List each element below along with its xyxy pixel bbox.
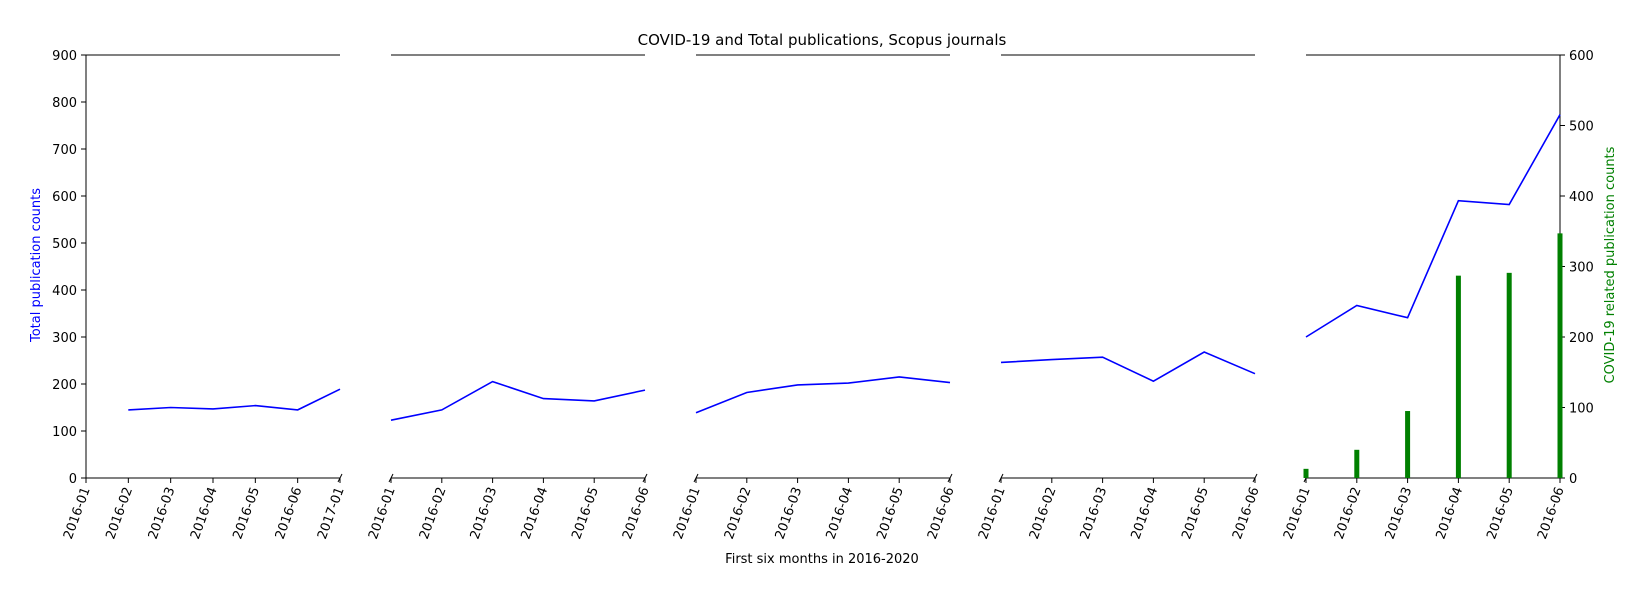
covid-bar <box>1354 449 1360 478</box>
x-tick-label: 2016-04 <box>518 485 551 541</box>
x-tick-label: 2016-04 <box>1433 485 1466 541</box>
panel-2: 2016-01 2016-02 2016-03 2016-04 2016-05 2016-… <box>366 54 653 541</box>
x-tick-label: 2016-05 <box>230 485 263 541</box>
y-axis-label-right: COVID-19 related publication counts <box>1603 146 1618 383</box>
x-tick-label: 2016-06 <box>273 485 306 541</box>
x-tick-label: 2016-06 <box>620 485 653 541</box>
panel-5: 2016-01 2016-02 2016-03 2016-04 2016-05 2016-… <box>1281 54 1568 541</box>
right-y-tick-label: 500 <box>1569 120 1594 135</box>
left-y-tick-label: 900 <box>52 49 77 64</box>
covid-bar <box>1557 233 1563 478</box>
right-y-axis: 0 100 200 300 400 500 600 <box>1559 49 1594 487</box>
left-y-tick-label: 600 <box>52 190 77 205</box>
x-tick-label: 2016-06 <box>1230 485 1263 541</box>
right-y-tick-label: 0 <box>1569 472 1577 487</box>
x-tick-label: 2016-02 <box>417 485 450 541</box>
x-tick-label: 2016-01 <box>976 485 1009 541</box>
x-tick-label: 2016-03 <box>146 485 179 541</box>
x-tick-label: 2016-01 <box>1281 485 1314 541</box>
x-tick-label: 2016-01 <box>366 485 399 541</box>
total-line <box>1305 114 1561 338</box>
right-y-tick-label: 100 <box>1569 402 1594 417</box>
x-tick-label: 2016-04 <box>1128 485 1161 541</box>
x-tick-label: 2016-02 <box>1027 485 1060 541</box>
x-tick-label: 2016-01 <box>671 485 704 541</box>
x-tick-label: 2016-06 <box>925 485 958 541</box>
x-tick-label: 2016-02 <box>722 485 755 541</box>
y-axis-label-left: Total publication counts <box>29 188 44 343</box>
right-y-tick-label: 400 <box>1569 190 1594 205</box>
x-tick-label: 2016-04 <box>823 485 856 541</box>
panel-3: 2016-01 2016-02 2016-03 2016-04 2016-05 2016-… <box>671 54 958 541</box>
panel-4: 2016-01 2016-02 2016-03 2016-04 2016-05 2016-… <box>976 54 1263 541</box>
x-tick-label: 2016-05 <box>1179 485 1212 541</box>
total-line <box>1000 351 1256 383</box>
x-tick-label: 2016-03 <box>1383 485 1416 541</box>
covid-bar <box>1455 275 1461 478</box>
x-axis-label: First six months in 2016-2020 <box>725 552 919 567</box>
left-y-tick-label: 100 <box>52 425 77 440</box>
left-y-tick-label: 0 <box>69 472 77 487</box>
left-y-tick-label: 300 <box>52 331 77 346</box>
covid-bar <box>1506 272 1512 478</box>
right-y-tick-label: 200 <box>1569 331 1594 346</box>
left-y-axis: 0 100 200 300 400 500 600 700 800 900 <box>52 49 87 487</box>
panels: 2016-01 2016-02 2016-03 2016-04 2016-05 2016-… <box>61 54 1568 541</box>
x-tick-label: 2016-02 <box>1332 485 1365 541</box>
x-tick-label: 2016-03 <box>773 485 806 541</box>
x-tick-label: 2016-05 <box>569 485 602 541</box>
x-tick-label: 2016-04 <box>188 485 221 541</box>
left-y-tick-label: 500 <box>52 237 77 252</box>
total-line <box>695 376 951 414</box>
x-tick-label: 2016-03 <box>1078 485 1111 541</box>
x-tick-label: 2016-05 <box>1484 485 1517 541</box>
total-line <box>128 388 341 411</box>
x-tick-label: 2016-05 <box>874 485 907 541</box>
x-tick-label: 2016-02 <box>103 485 136 541</box>
chart-title: COVID-19 and Total publications, Scopus … <box>638 31 1007 49</box>
x-tick-label: 2017-01 <box>315 485 348 541</box>
x-tick-label: 2016-01 <box>61 485 94 541</box>
left-y-tick-label: 800 <box>52 96 77 111</box>
left-y-tick-label: 200 <box>52 378 77 393</box>
right-y-tick-label: 600 <box>1569 49 1594 64</box>
right-y-tick-label: 300 <box>1569 261 1594 276</box>
x-tick-label: 2016-06 <box>1535 485 1568 541</box>
total-line <box>390 380 646 421</box>
covid-bar <box>1405 411 1411 478</box>
covid-bar <box>1303 468 1309 478</box>
left-y-tick-label: 400 <box>52 284 77 299</box>
x-tick-label: 2016-03 <box>468 485 501 541</box>
left-y-tick-label: 700 <box>52 143 77 158</box>
panel-1: 2016-01 2016-02 2016-03 2016-04 2016-05 2016-… <box>61 54 348 541</box>
